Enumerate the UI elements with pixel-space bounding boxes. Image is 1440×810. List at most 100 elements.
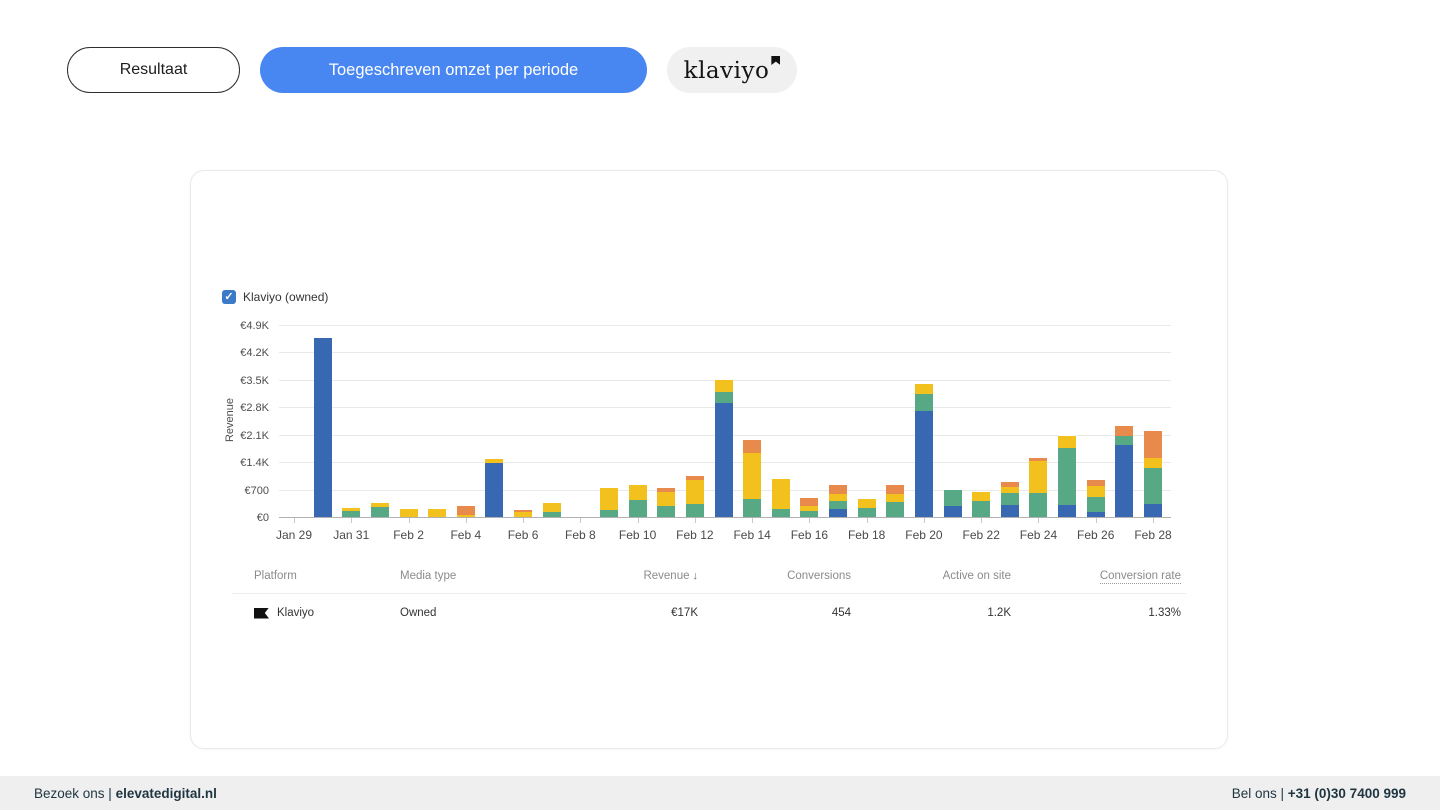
bar-segment-segment-blue[interactable] — [1086, 511, 1105, 517]
bar-segment-segment-green[interactable] — [1115, 435, 1134, 445]
bar-segment-segment-yellow[interactable] — [771, 478, 790, 509]
bar-feb-4[interactable] — [456, 506, 475, 517]
bar-feb-16[interactable] — [800, 498, 819, 517]
bar-segment-segment-yellow[interactable] — [428, 508, 447, 517]
bar-feb-26[interactable] — [1086, 480, 1105, 517]
bar-segment-segment-green[interactable] — [657, 506, 676, 517]
bar-segment-segment-green[interactable] — [685, 503, 704, 517]
bar-segment-segment-yellow[interactable] — [399, 509, 418, 517]
bar-segment-segment-yellow[interactable] — [972, 491, 991, 501]
bar-feb-10[interactable] — [628, 485, 647, 517]
bar-segment-segment-orange[interactable] — [1115, 425, 1134, 436]
bar-segment-segment-yellow[interactable] — [599, 488, 618, 510]
bar-segment-segment-yellow[interactable] — [1058, 436, 1077, 448]
bar-segment-segment-yellow[interactable] — [1000, 486, 1019, 494]
bar-segment-segment-blue[interactable] — [829, 508, 848, 517]
bar-segment-segment-orange[interactable] — [456, 506, 475, 515]
bar-segment-segment-orange[interactable] — [800, 498, 819, 507]
bar-segment-segment-yellow[interactable] — [1144, 458, 1162, 469]
bar-segment-segment-green[interactable] — [1029, 493, 1048, 517]
bar-segment-segment-orange[interactable] — [1000, 482, 1019, 487]
bar-segment-segment-blue[interactable] — [943, 506, 962, 517]
bar-segment-segment-blue[interactable] — [714, 403, 733, 517]
bar-feb-5[interactable] — [485, 459, 504, 517]
bar-segment-segment-green[interactable] — [370, 507, 389, 517]
bar-feb-13[interactable] — [714, 379, 733, 517]
footer-website-link[interactable]: elevatedigital.nl — [115, 785, 217, 801]
bar-segment-segment-orange[interactable] — [886, 484, 905, 494]
bar-feb-11[interactable] — [657, 488, 676, 517]
bar-segment-segment-green[interactable] — [829, 501, 848, 509]
col-conversion-rate[interactable]: Conversion rate — [1099, 570, 1181, 584]
bar-segment-segment-green[interactable] — [943, 489, 962, 507]
bar-segment-segment-yellow[interactable] — [628, 485, 647, 500]
bar-segment-segment-green[interactable] — [914, 394, 933, 412]
bar-segment-segment-orange[interactable] — [743, 439, 762, 454]
bar-segment-segment-green[interactable] — [1000, 493, 1019, 506]
col-platform[interactable]: Platform — [254, 570, 297, 582]
bar-segment-segment-yellow[interactable] — [342, 508, 361, 512]
bar-segment-segment-yellow[interactable] — [1086, 486, 1105, 498]
bar-segment-segment-yellow[interactable] — [456, 514, 475, 517]
bar-segment-segment-blue[interactable] — [914, 411, 933, 517]
bar-segment-segment-blue[interactable] — [485, 463, 504, 517]
bar-feb-22[interactable] — [972, 491, 991, 517]
bar-feb-17[interactable] — [829, 485, 848, 517]
col-conversions[interactable]: Conversions — [787, 570, 851, 582]
bar-segment-segment-yellow[interactable] — [800, 506, 819, 512]
bar-feb-3[interactable] — [428, 508, 447, 517]
bar-feb-21[interactable] — [943, 489, 962, 517]
bar-segment-segment-yellow[interactable] — [714, 379, 733, 393]
bar-jan-30[interactable] — [313, 338, 332, 517]
bar-segment-segment-green[interactable] — [1086, 497, 1105, 512]
bar-feb-6[interactable] — [514, 510, 533, 517]
bar-segment-segment-green[interactable] — [857, 508, 876, 517]
bar-segment-segment-green[interactable] — [1058, 447, 1077, 505]
bar-feb-25[interactable] — [1058, 436, 1077, 517]
table-row[interactable]: Klaviyo Owned €17K 454 1.2K 1.33% — [254, 599, 1181, 627]
bar-segment-segment-green[interactable] — [714, 392, 733, 404]
bar-segment-segment-yellow[interactable] — [685, 480, 704, 504]
bar-segment-segment-blue[interactable] — [1144, 503, 1162, 517]
bar-segment-segment-orange[interactable] — [1029, 457, 1048, 461]
bar-segment-segment-blue[interactable] — [1115, 444, 1134, 517]
bar-segment-segment-yellow[interactable] — [542, 502, 561, 512]
bar-feb-9[interactable] — [599, 488, 618, 517]
bar-feb-14[interactable] — [743, 439, 762, 517]
bar-segment-segment-yellow[interactable] — [829, 493, 848, 502]
bar-feb-18[interactable] — [857, 499, 876, 517]
footer-phone[interactable]: +31 (0)30 7400 999 — [1287, 785, 1406, 801]
bar-segment-segment-orange[interactable] — [1086, 480, 1105, 487]
bar-segment-segment-yellow[interactable] — [514, 511, 533, 517]
bar-segment-segment-yellow[interactable] — [657, 491, 676, 507]
bar-segment-segment-green[interactable] — [886, 502, 905, 517]
bar-segment-segment-yellow[interactable] — [370, 502, 389, 508]
bar-segment-segment-green[interactable] — [743, 498, 762, 517]
bar-feb-7[interactable] — [542, 502, 561, 517]
bar-feb-2[interactable] — [399, 509, 418, 517]
bar-segment-segment-yellow[interactable] — [485, 459, 504, 464]
result-tab[interactable]: Resultaat — [67, 47, 240, 93]
page-title-pill[interactable]: Toegeschreven omzet per periode — [260, 47, 647, 93]
bar-segment-segment-green[interactable] — [771, 508, 790, 517]
bar-segment-segment-blue[interactable] — [313, 338, 332, 517]
col-active-on-site[interactable]: Active on site — [942, 570, 1011, 582]
bar-feb-24[interactable] — [1029, 457, 1048, 517]
bar-segment-segment-yellow[interactable] — [743, 453, 762, 499]
bar-feb-28[interactable] — [1144, 430, 1162, 517]
bar-feb-12[interactable] — [685, 476, 704, 517]
bar-segment-segment-green[interactable] — [628, 499, 647, 517]
bar-feb-15[interactable] — [771, 478, 790, 517]
col-revenue[interactable]: Revenue ↓ — [643, 570, 698, 582]
bar-feb-27[interactable] — [1115, 425, 1134, 517]
bar-segment-segment-orange[interactable] — [829, 485, 848, 494]
bar-segment-segment-orange[interactable] — [1144, 430, 1162, 459]
bar-segment-segment-green[interactable] — [1144, 468, 1162, 504]
col-media-type[interactable]: Media type — [400, 570, 457, 582]
bar-segment-segment-blue[interactable] — [1058, 504, 1077, 517]
bar-segment-segment-green[interactable] — [342, 511, 361, 517]
legend-checkbox[interactable]: ✓ — [222, 290, 236, 304]
bar-feb-1[interactable] — [370, 502, 389, 517]
bar-segment-segment-green[interactable] — [542, 511, 561, 517]
bar-segment-segment-orange[interactable] — [657, 488, 676, 492]
